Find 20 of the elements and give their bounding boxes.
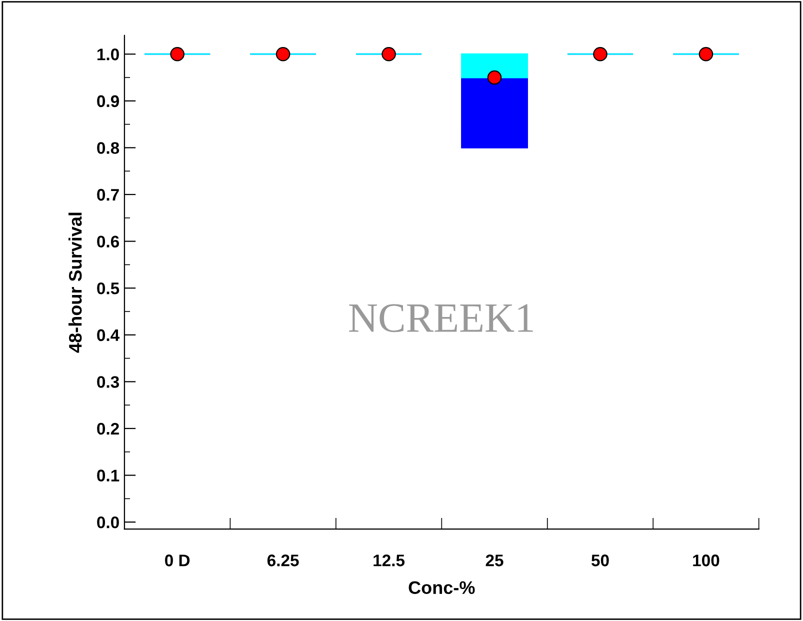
y-tick-label: 0.6 <box>97 236 120 248</box>
y-axis-title: 48-hour Survival <box>68 212 82 353</box>
y-tick-label: 0.5 <box>97 282 120 294</box>
y-tick-label: 0.7 <box>97 188 119 201</box>
y-tick-label: 0.2 <box>97 422 119 435</box>
y-tick-label: 0.0 <box>97 516 119 528</box>
x-tick-label: 100 <box>693 554 720 566</box>
x-tick-label: 6.25 <box>267 554 299 566</box>
y-tick-label: 0.1 <box>97 470 120 482</box>
y-tick-label: 0.3 <box>97 376 120 388</box>
y-tick-label: 0.9 <box>97 95 119 108</box>
annotation: NCREEK1 <box>349 304 533 332</box>
x-axis-title: Conc-% <box>408 581 475 594</box>
x-tick-label: 50 <box>591 554 609 566</box>
y-tick-label: 0.8 <box>97 142 120 154</box>
y-tick-label: 1.0 <box>97 48 119 60</box>
x-tick-label: 12.5 <box>374 554 405 566</box>
x-tick-label: 0 D <box>165 554 190 566</box>
y-tick-label: 0.4 <box>97 329 120 342</box>
x-tick-label: 25 <box>486 554 504 566</box>
